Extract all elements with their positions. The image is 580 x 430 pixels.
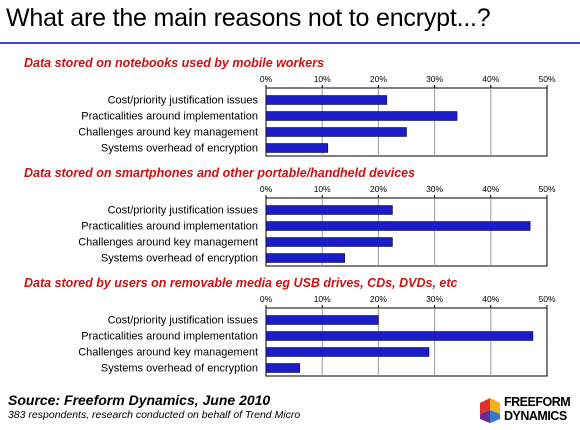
chart-title: Data stored on smartphones and other por… <box>24 166 415 180</box>
bar <box>265 347 430 357</box>
category-label: Practicalities around implementation <box>81 331 258 343</box>
x-tick-label: 0% <box>260 184 273 194</box>
bar <box>265 315 379 325</box>
bar <box>265 111 458 121</box>
x-tick-label: 0% <box>260 294 273 304</box>
category-label: Systems overhead of encryption <box>101 363 258 375</box>
x-tick-label: 30% <box>426 74 443 84</box>
category-label: Cost/priority justification issues <box>108 315 259 327</box>
bar <box>265 363 300 373</box>
x-tick-label: 20% <box>370 184 387 194</box>
bar <box>265 253 345 263</box>
category-label: Systems overhead of encryption <box>101 143 258 155</box>
category-label: Challenges around key management <box>78 347 258 359</box>
bar <box>265 127 407 137</box>
category-label: Practicalities around implementation <box>81 111 258 123</box>
x-tick-label: 40% <box>482 74 499 84</box>
page-title: What are the main reasons not to encrypt… <box>6 4 491 32</box>
source-note: 383 respondents, research conducted on b… <box>8 409 301 421</box>
x-tick-label: 20% <box>370 294 387 304</box>
bar <box>265 331 534 341</box>
source-citation: Source: Freeform Dynamics, June 2010 <box>8 392 271 408</box>
x-tick-label: 50% <box>538 184 555 194</box>
chart-title: Data stored by users on removable media … <box>24 276 458 290</box>
logo-text-line1: FREEFORM <box>504 395 571 409</box>
x-tick-label: 40% <box>482 184 499 194</box>
category-label: Practicalities around implementation <box>81 221 258 233</box>
bar <box>265 95 388 105</box>
charts-canvas: Data stored on notebooks used by mobile … <box>24 56 556 377</box>
chart-2: Data stored on smartphones and other por… <box>24 166 556 267</box>
freeform-dynamics-logo: FREEFORM DYNAMICS <box>478 393 578 427</box>
category-label: Cost/priority justification issues <box>108 95 259 107</box>
chart-3: Data stored by users on removable media … <box>24 276 556 377</box>
x-tick-label: 10% <box>314 294 331 304</box>
category-label: Challenges around key management <box>78 237 258 249</box>
x-tick-label: 50% <box>538 74 555 84</box>
logo-mark-icon <box>480 398 500 423</box>
bar <box>265 205 393 215</box>
x-tick-label: 10% <box>314 184 331 194</box>
x-tick-label: 10% <box>314 74 331 84</box>
x-tick-label: 30% <box>426 184 443 194</box>
category-label: Cost/priority justification issues <box>108 205 259 217</box>
bar <box>265 143 329 153</box>
x-tick-label: 30% <box>426 294 443 304</box>
bar <box>265 237 393 247</box>
title-divider <box>0 42 580 44</box>
chart-1: Data stored on notebooks used by mobile … <box>24 56 556 157</box>
bar <box>265 221 531 231</box>
x-tick-label: 50% <box>538 294 555 304</box>
category-label: Challenges around key management <box>78 127 258 139</box>
x-tick-label: 40% <box>482 294 499 304</box>
logo-text-line2: DYNAMICS <box>504 409 567 423</box>
x-tick-label: 20% <box>370 74 387 84</box>
category-label: Systems overhead of encryption <box>101 253 258 265</box>
x-tick-label: 0% <box>260 74 273 84</box>
chart-title: Data stored on notebooks used by mobile … <box>24 56 324 70</box>
